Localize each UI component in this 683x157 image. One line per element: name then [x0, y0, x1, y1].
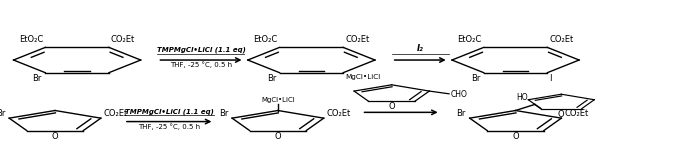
- Text: CO₂Et: CO₂Et: [549, 35, 574, 44]
- Text: O: O: [52, 132, 58, 141]
- Text: CO₂Et: CO₂Et: [104, 108, 128, 118]
- Text: CO₂Et: CO₂Et: [345, 35, 370, 44]
- Text: Br: Br: [267, 74, 276, 83]
- Text: MgCl•LiCl: MgCl•LiCl: [261, 97, 295, 103]
- Text: Br: Br: [0, 108, 5, 118]
- Text: O: O: [512, 132, 519, 141]
- Text: THF, -25 °C, 0.5 h: THF, -25 °C, 0.5 h: [138, 123, 200, 130]
- Text: CO₂Et: CO₂Et: [111, 35, 135, 44]
- Text: EtO₂C: EtO₂C: [458, 35, 482, 44]
- Text: I₂: I₂: [417, 44, 423, 53]
- Text: O: O: [275, 132, 281, 141]
- Text: Br: Br: [219, 108, 228, 118]
- Text: EtO₂C: EtO₂C: [19, 35, 43, 44]
- Text: TMPMgCl•LiCl (1.1 eq): TMPMgCl•LiCl (1.1 eq): [125, 108, 214, 115]
- Text: THF, -25 °C, 0.5 h: THF, -25 °C, 0.5 h: [170, 62, 232, 68]
- Text: TMPMgCl•LiCl (1.1 eq): TMPMgCl•LiCl (1.1 eq): [156, 47, 245, 53]
- Text: Br: Br: [456, 108, 466, 118]
- Text: CO₂Et: CO₂Et: [564, 108, 588, 118]
- Text: EtO₂C: EtO₂C: [253, 35, 277, 44]
- Text: CHO: CHO: [451, 90, 468, 99]
- Text: O: O: [389, 103, 395, 111]
- Text: CO₂Et: CO₂Et: [326, 108, 350, 118]
- Text: Br: Br: [33, 74, 42, 83]
- Text: O: O: [558, 110, 565, 119]
- Text: MgCl•LiCl: MgCl•LiCl: [345, 74, 380, 80]
- Text: HO: HO: [516, 93, 527, 102]
- Text: I: I: [549, 74, 552, 83]
- Text: Br: Br: [471, 74, 480, 83]
